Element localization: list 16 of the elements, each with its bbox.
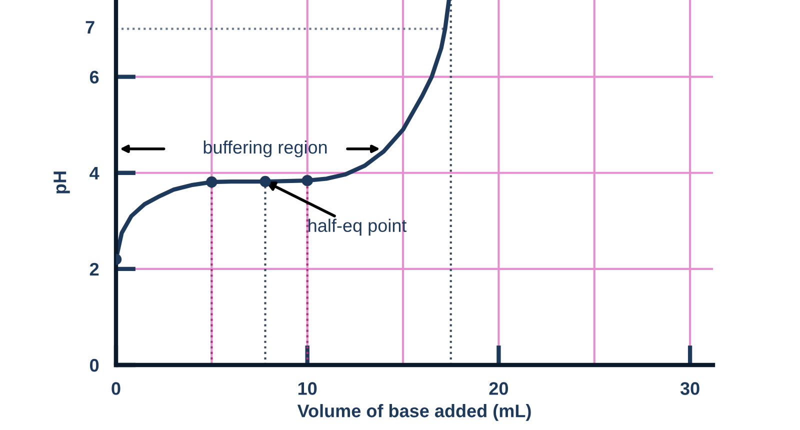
annotation: buffering region <box>204 140 327 158</box>
x-tick-label: 20 <box>489 382 508 395</box>
annotation: half-eq point <box>308 218 407 236</box>
x-axis-title: Volume of base added (mL) <box>297 404 531 421</box>
y-axis-title: pH <box>54 172 70 194</box>
y-tick-label: 4 <box>90 167 100 180</box>
y-tick-label: 0 <box>90 358 99 372</box>
y-tick-label: 6 <box>90 70 99 84</box>
y-tick-label: 2 <box>90 262 99 276</box>
point <box>260 176 271 188</box>
point <box>302 174 313 186</box>
point <box>206 176 218 188</box>
x-tick-label: 10 <box>298 382 317 395</box>
x-tick-label: 30 <box>680 382 700 395</box>
x-tick-label: 0 <box>112 382 120 395</box>
ref-line-label: 7 <box>86 21 94 34</box>
